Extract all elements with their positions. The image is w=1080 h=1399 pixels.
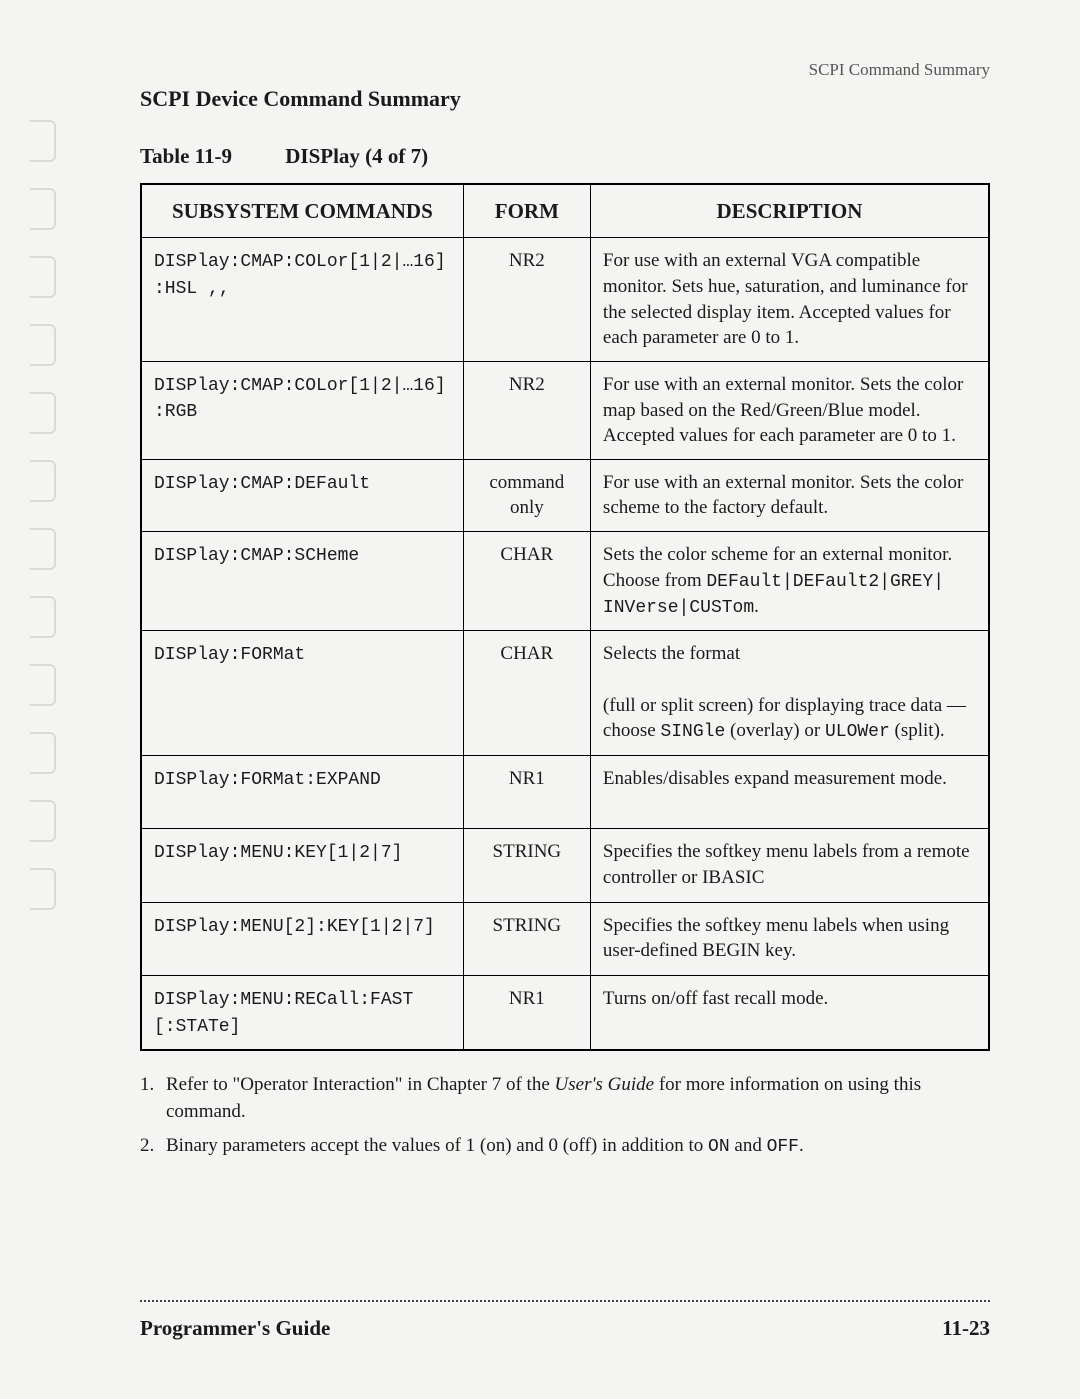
table-row: DISPlay:FORMat:EXPANDNR1Enables/disables… [141,755,989,829]
cell-description: Specifies the softkey menu labels from a… [590,829,989,903]
footnote-number: 2. [140,1132,166,1160]
footer-left: Programmer's Guide [140,1316,330,1341]
thumb-tab [30,120,56,162]
footnote: 1.Refer to "Operator Interaction" in Cha… [140,1071,990,1126]
thumb-tab [30,868,56,910]
cell-description: For use with an external monitor. Sets t… [590,459,989,531]
thumb-tab [30,460,56,502]
cell-command: DISPlay:MENU:KEY[1|2|7] [141,829,463,903]
table-number: Table 11-9 [140,144,232,168]
cell-command: DISPlay:FORMat:EXPAND [141,755,463,829]
table-row: DISPlay:MENU:KEY[1|2|7]STRINGSpecifies t… [141,829,989,903]
cell-description: Turns on/off fast recall mode. [590,976,989,1050]
cell-description: Specifies the softkey menu labels when u… [590,902,989,976]
cell-command: DISPlay:CMAP:COLor[1|2|…16]:HSL ,, [141,238,463,362]
table-row: DISPlay:CMAP:SCHeme CHARSets the color s… [141,532,989,631]
cell-command: DISPlay:MENU:RECall:FAST[:STATe] [141,976,463,1050]
cell-form: NR2 [463,238,590,362]
thumb-tab [30,664,56,706]
cell-form: NR1 [463,755,590,829]
thumb-tab [30,188,56,230]
thumb-tab [30,596,56,638]
thumb-tab [30,528,56,570]
table-footnotes: 1.Refer to "Operator Interaction" in Cha… [140,1071,990,1160]
thumb-tab [30,324,56,366]
cell-description: For use with an external VGA compatible … [590,238,989,362]
cell-form: NR2 [463,361,590,459]
page-footer: Programmer's Guide 11-23 [140,1300,990,1341]
cell-form: STRING [463,902,590,976]
running-head: SCPI Command Summary [140,60,990,80]
cell-command: DISPlay:FORMat [141,631,463,755]
cell-form: NR1 [463,976,590,1050]
cell-form: command only [463,459,590,531]
table-row: DISPlay:MENU:RECall:FAST[:STATe] NR1Turn… [141,976,989,1050]
cell-command: DISPlay:CMAP:DEFault [141,459,463,531]
table-row: DISPlay:FORMat CHARSelects the format(fu… [141,631,989,755]
table-row: DISPlay:CMAP:DEFaultcommand onlyFor use … [141,459,989,531]
cell-description: Sets the color scheme for an external mo… [590,532,989,631]
cell-form: CHAR [463,532,590,631]
cell-command: DISPlay:CMAP:COLor[1|2|…16]:RGB [141,361,463,459]
table-row: DISPlay:CMAP:COLor[1|2|…16]:HSL ,,NR2For… [141,238,989,362]
table-row: DISPlay:CMAP:COLor[1|2|…16]:RGB NR2For u… [141,361,989,459]
table-caption: Table 11-9 DISPlay (4 of 7) [140,144,990,169]
thumb-tab [30,800,56,842]
col-header-form: FORM [463,184,590,238]
cell-description: Enables/disables expand measurement mode… [590,755,989,829]
thumb-tab [30,392,56,434]
cell-description: Selects the format(full or split screen)… [590,631,989,755]
footnote-number: 1. [140,1071,166,1126]
cell-description: For use with an external monitor. Sets t… [590,361,989,459]
cell-form: STRING [463,829,590,903]
footnote-text: Refer to "Operator Interaction" in Chapt… [166,1071,990,1126]
scanned-page: SCPI Command Summary SCPI Device Command… [0,0,1080,1399]
thumb-tab [30,256,56,298]
col-header-commands: SUBSYSTEM COMMANDS [141,184,463,238]
cell-command: DISPlay:CMAP:SCHeme [141,532,463,631]
thumb-tab [30,732,56,774]
footnote: 2.Binary parameters accept the values of… [140,1132,990,1160]
thumb-index-tabs [30,120,66,910]
table-title: DISPlay (4 of 7) [285,144,428,168]
cell-form: CHAR [463,631,590,755]
command-table: SUBSYSTEM COMMANDS FORM DESCRIPTION DISP… [140,183,990,1051]
cell-command: DISPlay:MENU[2]:KEY[1|2|7] [141,902,463,976]
table-row: DISPlay:MENU[2]:KEY[1|2|7]STRINGSpecifie… [141,902,989,976]
col-header-description: DESCRIPTION [590,184,989,238]
footer-right: 11-23 [942,1316,990,1341]
section-title: SCPI Device Command Summary [140,86,990,112]
footnote-text: Binary parameters accept the values of 1… [166,1132,804,1160]
